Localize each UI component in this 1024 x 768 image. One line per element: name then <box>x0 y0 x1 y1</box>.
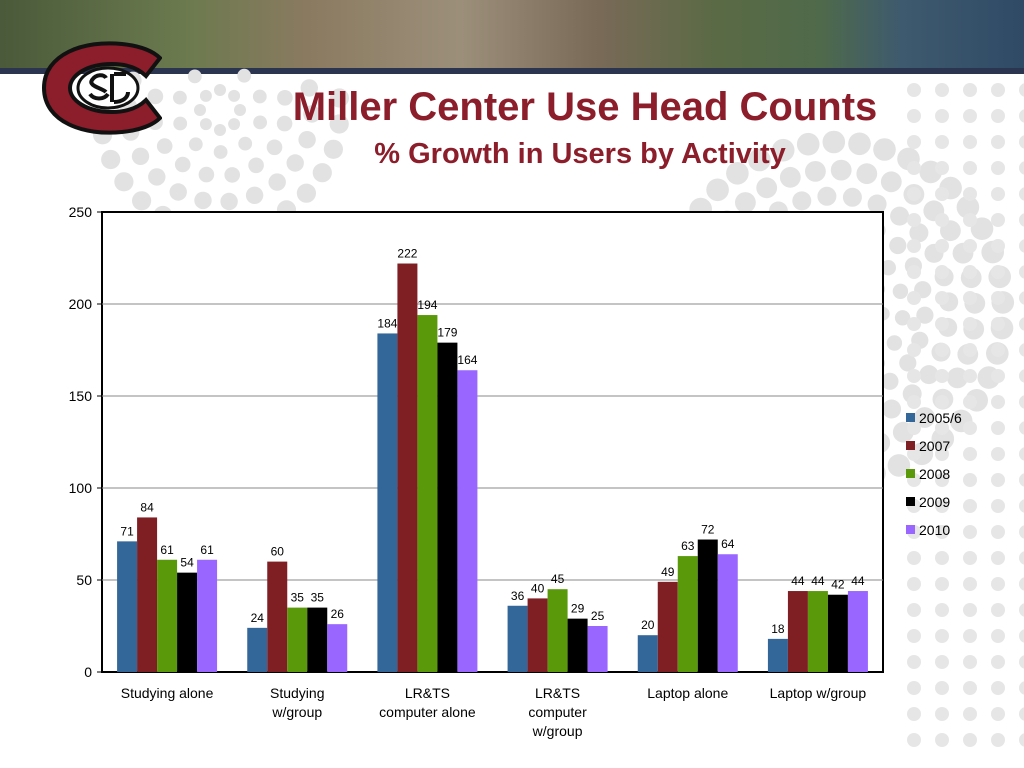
x-category-label: Laptop alone <box>647 685 728 701</box>
bar <box>657 581 678 672</box>
bar <box>567 618 588 672</box>
y-tick-label: 50 <box>76 572 92 588</box>
x-category-label: w/group <box>271 704 322 720</box>
data-label: 24 <box>251 611 265 625</box>
legend-swatch <box>906 441 915 450</box>
bar <box>827 594 848 672</box>
data-label: 40 <box>531 581 545 595</box>
data-label: 49 <box>661 565 675 579</box>
bar <box>157 559 178 672</box>
data-label: 26 <box>331 607 345 621</box>
legend-swatch <box>906 525 915 534</box>
bar <box>527 598 548 672</box>
x-category-label: Studying alone <box>121 685 214 701</box>
y-tick-label: 200 <box>69 296 93 312</box>
data-label: 179 <box>437 326 457 340</box>
bar <box>587 626 608 672</box>
page-subtitle: % Growth in Users by Activity <box>374 138 786 170</box>
bar <box>327 624 348 672</box>
data-label: 61 <box>200 543 214 557</box>
data-label: 36 <box>511 589 525 603</box>
y-tick-label: 250 <box>69 204 93 220</box>
data-label: 60 <box>271 545 285 559</box>
data-label: 63 <box>681 539 695 553</box>
bar <box>417 315 438 672</box>
bar <box>767 638 788 672</box>
bar <box>377 333 398 672</box>
data-label: 25 <box>591 609 605 623</box>
data-label: 64 <box>721 537 735 551</box>
legend-entry: 2007 <box>919 438 950 454</box>
bar <box>547 589 568 672</box>
legend-entry: 2005/6 <box>919 410 962 426</box>
bar <box>267 561 288 672</box>
bar <box>697 539 718 672</box>
bar <box>847 591 868 672</box>
bar <box>397 263 418 672</box>
data-label: 61 <box>160 543 174 557</box>
x-category-label: computer alone <box>379 704 476 720</box>
bar <box>197 559 218 672</box>
data-label: 44 <box>811 574 825 588</box>
data-label: 18 <box>771 622 785 636</box>
data-label: 71 <box>120 524 134 538</box>
data-label: 35 <box>311 591 325 605</box>
bar <box>137 517 158 672</box>
legend-entry: 2010 <box>919 522 950 538</box>
data-label: 45 <box>551 572 565 586</box>
legend-entry: 2008 <box>919 466 950 482</box>
data-label: 164 <box>457 353 477 367</box>
bar <box>177 572 198 672</box>
y-tick-label: 150 <box>69 388 93 404</box>
banner-divider <box>0 68 1024 74</box>
page-title: Miller Center Use Head Counts <box>292 85 878 129</box>
data-label: 184 <box>377 316 397 330</box>
x-category-label: LR&TS <box>535 685 580 701</box>
bar <box>637 635 658 672</box>
data-label: 44 <box>791 574 805 588</box>
bar <box>787 591 808 672</box>
bar <box>247 627 268 672</box>
data-label: 44 <box>851 574 865 588</box>
data-label: 42 <box>831 578 845 592</box>
bar <box>117 541 138 672</box>
x-category-label: w/group <box>532 723 583 739</box>
bar <box>307 607 328 672</box>
legend-swatch <box>906 497 915 506</box>
bar <box>677 556 698 672</box>
data-label: 72 <box>701 523 715 537</box>
scsu-huskies-logo-icon <box>41 41 162 135</box>
data-label: 84 <box>140 500 154 514</box>
data-label: 35 <box>291 591 305 605</box>
bar <box>457 370 478 672</box>
bar <box>507 605 528 672</box>
bar <box>807 591 828 672</box>
bar <box>287 607 308 672</box>
legend-entry: 2009 <box>919 494 950 510</box>
legend-swatch <box>906 469 915 478</box>
x-category-label: computer <box>528 704 587 720</box>
data-label: 194 <box>417 298 437 312</box>
x-category-label: Laptop w/group <box>770 685 867 701</box>
bar <box>437 342 458 672</box>
x-category-label: Studying <box>270 685 324 701</box>
legend-swatch <box>906 413 915 422</box>
plot-area <box>101 211 884 673</box>
y-tick-label: 0 <box>84 664 92 680</box>
data-label: 29 <box>571 602 585 616</box>
bar <box>717 554 738 672</box>
y-tick-label: 100 <box>69 480 93 496</box>
campus-aerial-banner <box>0 0 1024 70</box>
x-category-label: LR&TS <box>405 685 450 701</box>
data-label: 20 <box>641 618 655 632</box>
data-label: 222 <box>397 247 417 261</box>
data-label: 54 <box>180 556 194 570</box>
